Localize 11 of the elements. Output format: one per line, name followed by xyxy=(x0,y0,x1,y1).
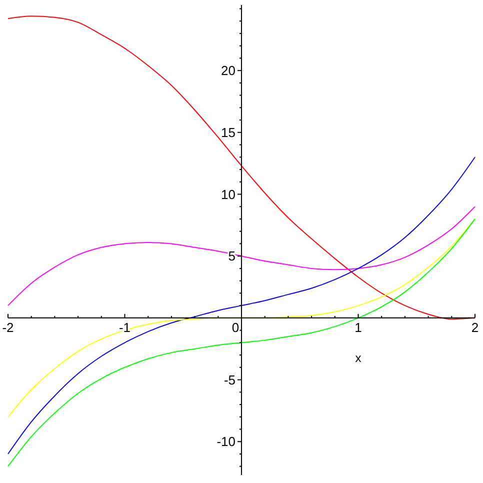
y-tick-label: -5 xyxy=(224,372,236,388)
line-series xyxy=(8,206,476,306)
y-tick-label: 10 xyxy=(221,186,236,202)
y-tick-label: -10 xyxy=(216,434,236,450)
x-tick-label: -2 xyxy=(2,320,14,335)
x-tick-label: 2 xyxy=(471,320,479,335)
x-tick-label: 1 xyxy=(354,320,362,335)
y-tick-label: 15 xyxy=(221,124,236,140)
x-tick-label: 0 xyxy=(232,320,240,335)
y-tick-label: 20 xyxy=(221,63,236,78)
x-axis-title: x xyxy=(355,350,362,365)
